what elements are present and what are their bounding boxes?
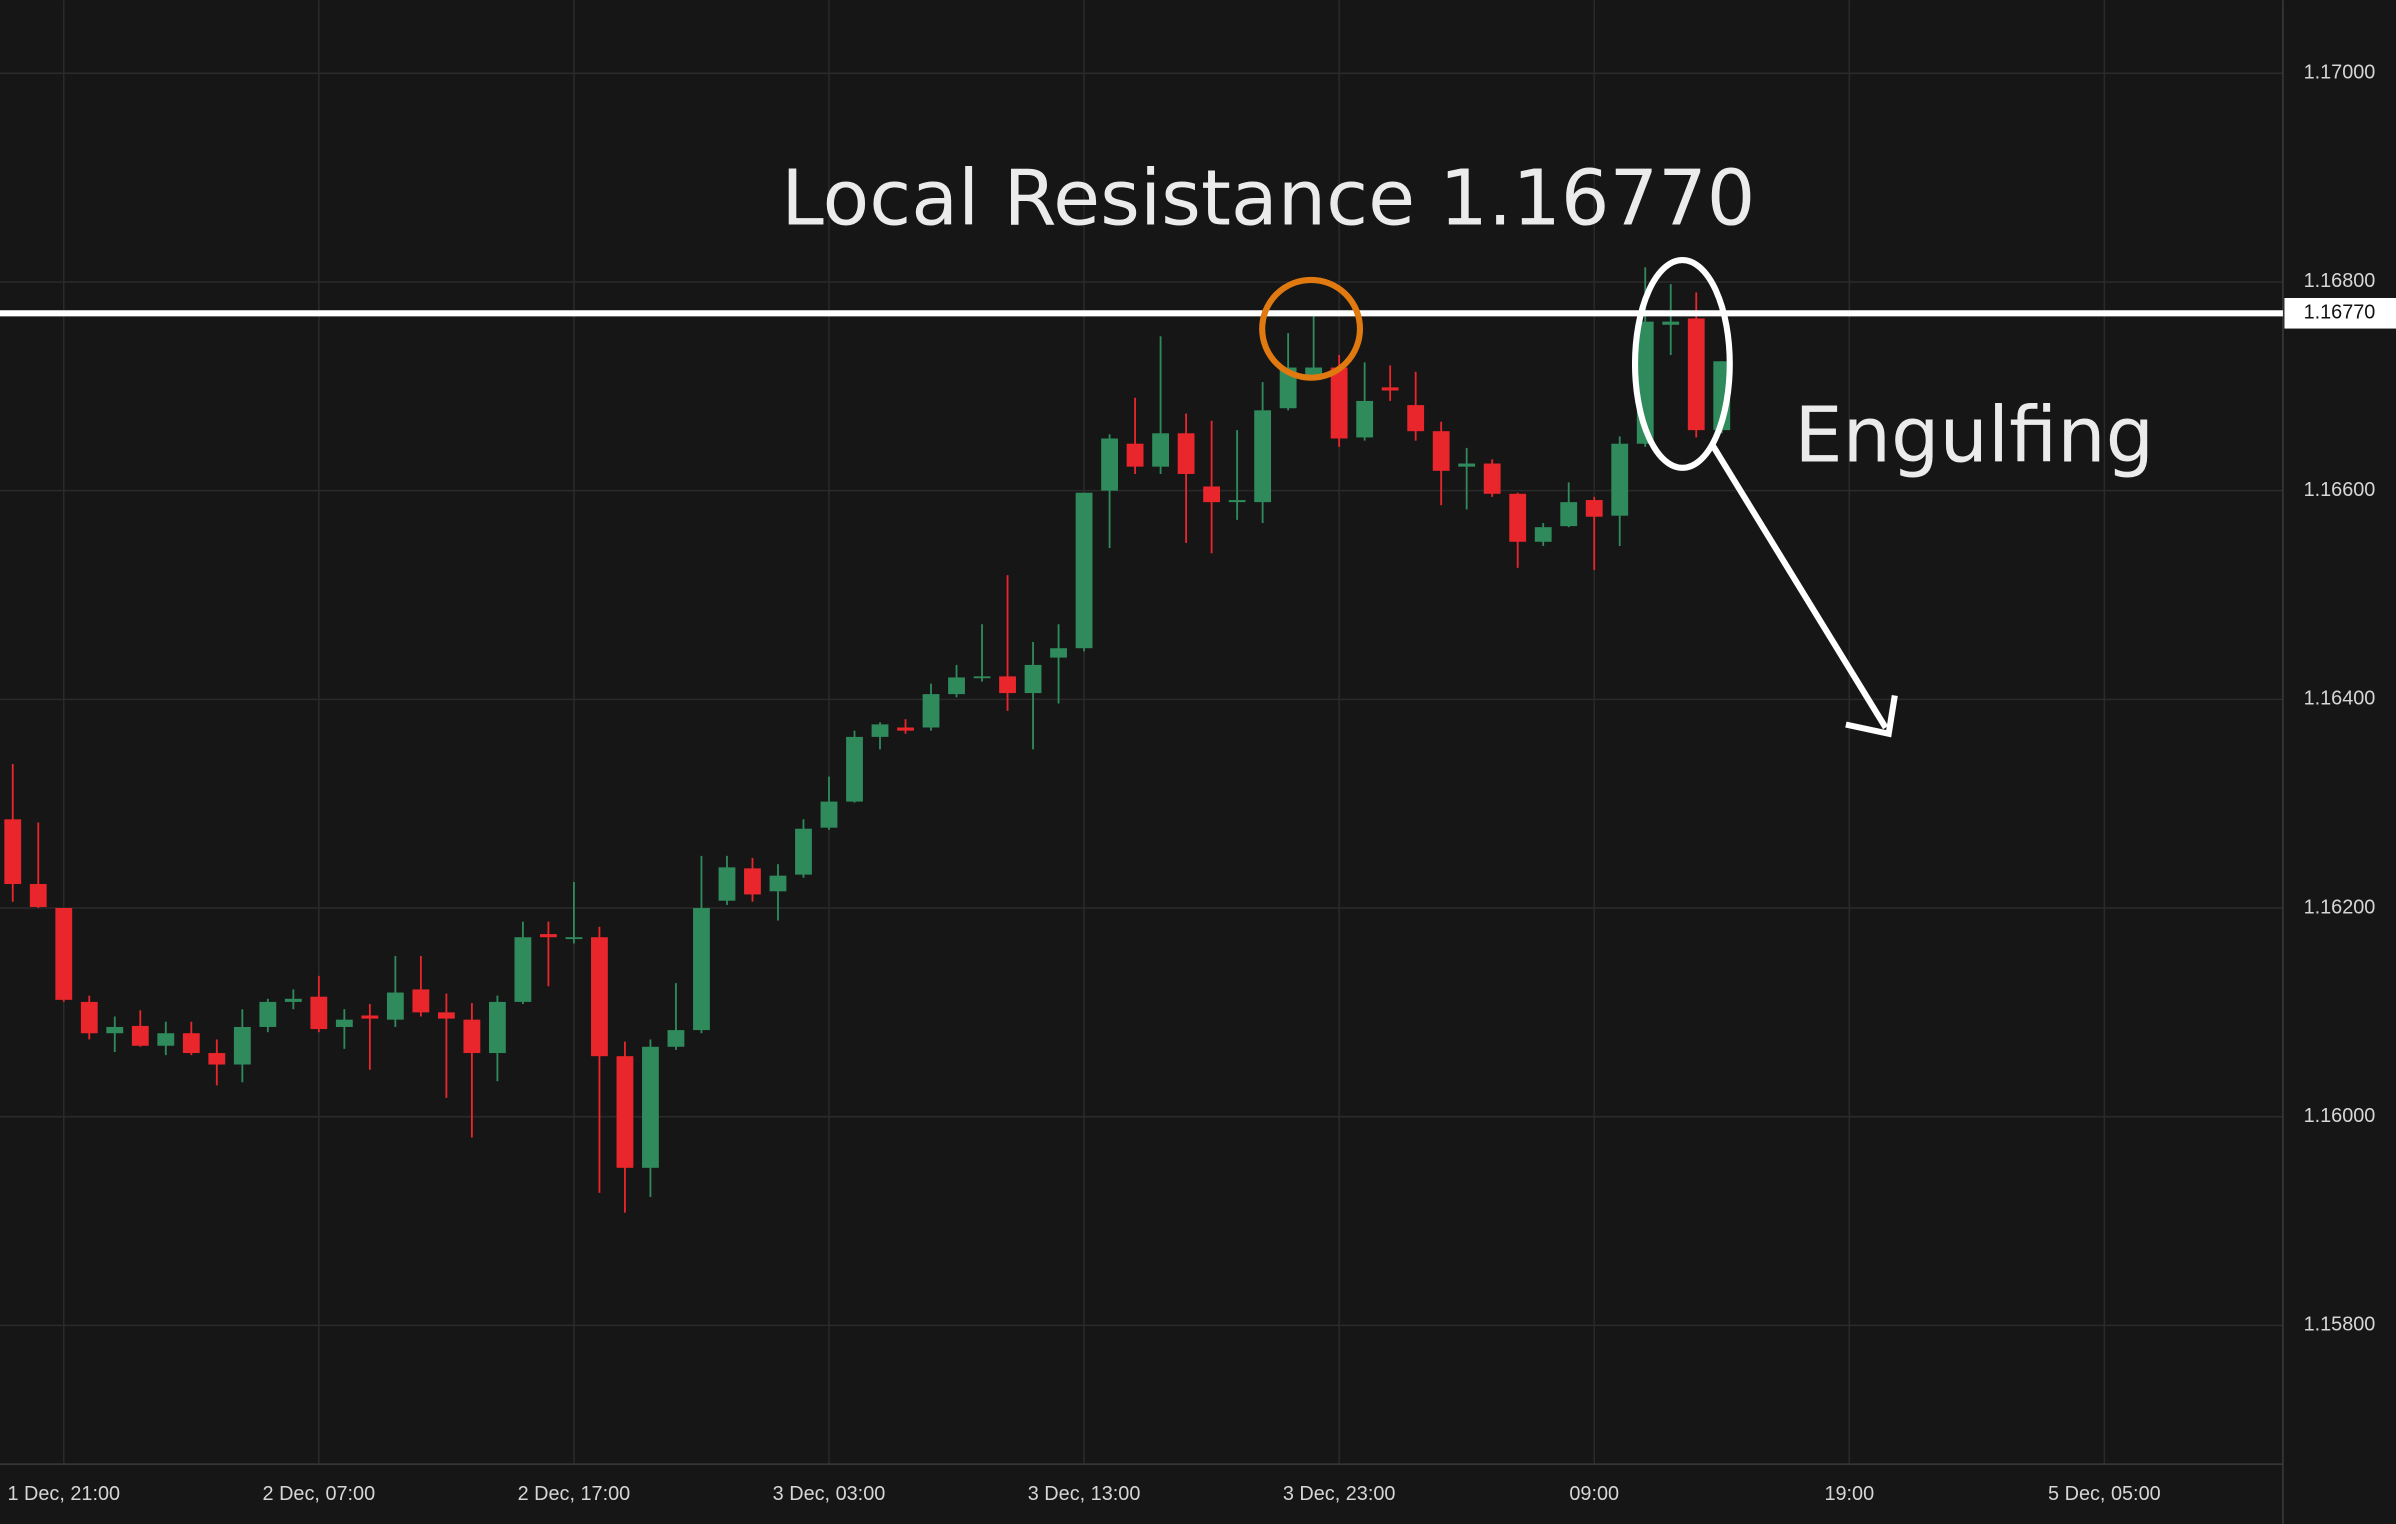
candle-body xyxy=(948,677,965,695)
candle-body xyxy=(1585,500,1603,517)
candle-body xyxy=(539,934,557,938)
candle-body xyxy=(412,989,430,1013)
x-tick-label: 19:00 xyxy=(1824,1483,1874,1505)
candle-body xyxy=(1152,433,1170,467)
candle-body xyxy=(29,884,47,907)
candle-body xyxy=(1050,648,1067,658)
candle-body xyxy=(437,1012,455,1019)
candle-body xyxy=(1483,463,1501,494)
y-tick-label: 1.15800 xyxy=(2304,1314,2376,1336)
highlight-ellipse xyxy=(1631,256,1733,471)
price-label-box xyxy=(2284,297,2396,329)
candle-body xyxy=(1177,433,1195,474)
candle-body xyxy=(1432,431,1450,471)
candle-body xyxy=(1203,486,1221,503)
x-tick-label: 1 Dec, 21:00 xyxy=(7,1483,120,1505)
candle-body xyxy=(718,867,736,901)
candle-body xyxy=(284,998,302,1002)
annotation-title: Local Resistance 1.16770 xyxy=(781,154,1755,243)
candle-body xyxy=(1356,400,1374,438)
candle-body xyxy=(769,875,787,892)
candle-body xyxy=(514,937,532,1002)
candle-body xyxy=(795,828,812,875)
candle-body xyxy=(1101,438,1118,491)
y-tick-label: 1.16600 xyxy=(2304,479,2376,501)
annotation-engulfing: Engulfing xyxy=(1794,391,2154,480)
candle-body xyxy=(1126,443,1144,467)
candle-body xyxy=(233,1026,251,1065)
x-tick-label: 3 Dec, 23:00 xyxy=(1283,1483,1396,1505)
candle-body xyxy=(1611,443,1629,516)
candle-body xyxy=(1305,367,1323,376)
candle-body xyxy=(1279,367,1297,409)
y-tick-label: 1.16400 xyxy=(2304,688,2376,710)
axes: 1.15800 1.16000 1.16200 1.16400 1.16600 1.168… xyxy=(0,62,2396,1505)
candle-body xyxy=(973,676,991,679)
candle-body xyxy=(55,908,73,1000)
candle-body xyxy=(386,992,404,1020)
x-tick-label: 3 Dec, 03:00 xyxy=(773,1483,886,1505)
x-tick-label: 5 Dec, 05:00 xyxy=(2048,1483,2161,1505)
candle-body xyxy=(1560,502,1578,527)
arrow-head xyxy=(1845,695,1898,738)
candle-body xyxy=(182,1033,200,1054)
candle-body xyxy=(1024,664,1042,694)
candle-body xyxy=(1381,387,1399,391)
candle-body xyxy=(1330,367,1348,439)
candle-body xyxy=(744,868,761,895)
candle-body xyxy=(488,1001,506,1054)
highlight-circle xyxy=(1259,276,1364,381)
candle-body xyxy=(897,727,914,731)
x-tick-label: 2 Dec, 07:00 xyxy=(263,1483,376,1505)
candle-body xyxy=(131,1025,149,1046)
y-tick-label: 1.16000 xyxy=(2304,1105,2376,1127)
x-tick-label: 3 Dec, 13:00 xyxy=(1028,1483,1141,1505)
candle-body xyxy=(1687,318,1705,431)
candle-body xyxy=(999,676,1016,694)
candle-body xyxy=(1228,500,1246,503)
candle-body xyxy=(1509,493,1527,542)
candle-body xyxy=(871,724,889,737)
x-tick-label: 09:00 xyxy=(1569,1483,1619,1505)
candle-body xyxy=(565,937,583,940)
candle-body xyxy=(4,819,22,885)
candle-body xyxy=(591,937,608,1057)
grid xyxy=(0,0,2283,1465)
arrow-line xyxy=(1708,441,1889,730)
x-tick-label: 2 Dec, 17:00 xyxy=(518,1483,631,1505)
candle-body xyxy=(259,1001,277,1027)
candle-body xyxy=(846,736,863,802)
candle-body xyxy=(157,1033,175,1046)
candle-body xyxy=(667,1030,685,1047)
candle-body xyxy=(922,694,940,728)
candle-body xyxy=(693,908,710,1031)
candle-body xyxy=(1254,410,1272,503)
y-tick-label: 1.17000 xyxy=(2304,62,2376,84)
candle-body xyxy=(616,1056,634,1168)
candles xyxy=(4,267,1731,1213)
candle-body xyxy=(80,1001,98,1034)
candle-body xyxy=(642,1046,659,1168)
candle-body xyxy=(106,1026,124,1034)
candle-body xyxy=(208,1053,226,1065)
candle-body xyxy=(1534,527,1552,542)
candle-body xyxy=(361,1015,379,1019)
candle-body xyxy=(310,996,328,1030)
candle-body xyxy=(335,1019,353,1027)
candle-body xyxy=(1407,405,1425,432)
y-tick-label: 1.16800 xyxy=(2304,270,2376,292)
candle-body xyxy=(1662,321,1680,325)
candle-body xyxy=(1458,463,1476,467)
candle-body xyxy=(463,1019,481,1054)
price-label: 1.16770 xyxy=(2304,302,2376,324)
candle-body xyxy=(820,801,838,828)
y-tick-label: 1.16200 xyxy=(2304,896,2376,918)
candle-body xyxy=(1075,492,1093,649)
